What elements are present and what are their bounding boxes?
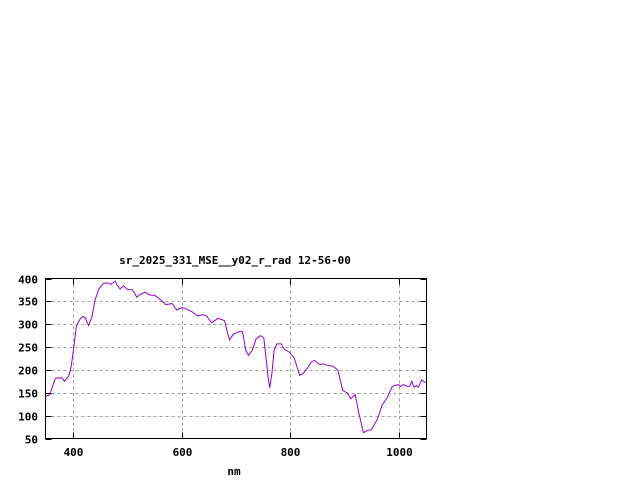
series-line [45, 280, 427, 434]
grid [45, 278, 427, 439]
x-tick-label: 800 [281, 446, 301, 459]
y-tick-label: 350 [18, 296, 38, 309]
x-tick-label: 600 [173, 446, 193, 459]
y-tick-label: 200 [18, 365, 38, 378]
chart-title: sr_2025_331_MSE__y02_r_rad 12-56-00 [119, 254, 351, 267]
y-tick-label: 100 [18, 411, 38, 424]
y-tick-label: 300 [18, 319, 38, 332]
y-tick-label: 400 [18, 274, 38, 287]
y-tick-label: 150 [18, 388, 38, 401]
y-tick-label: 50 [25, 434, 38, 447]
axis-ticks [45, 278, 427, 440]
x-tick-label: 1000 [386, 446, 413, 459]
y-tick-label: 250 [18, 342, 38, 355]
x-axis-label: nm [227, 465, 241, 478]
tick-labels: 400 600 800 1000 50 100 150 200 250 300 350 400 [18, 274, 413, 460]
x-tick-label: 400 [64, 446, 84, 459]
plot-border [45, 278, 427, 439]
